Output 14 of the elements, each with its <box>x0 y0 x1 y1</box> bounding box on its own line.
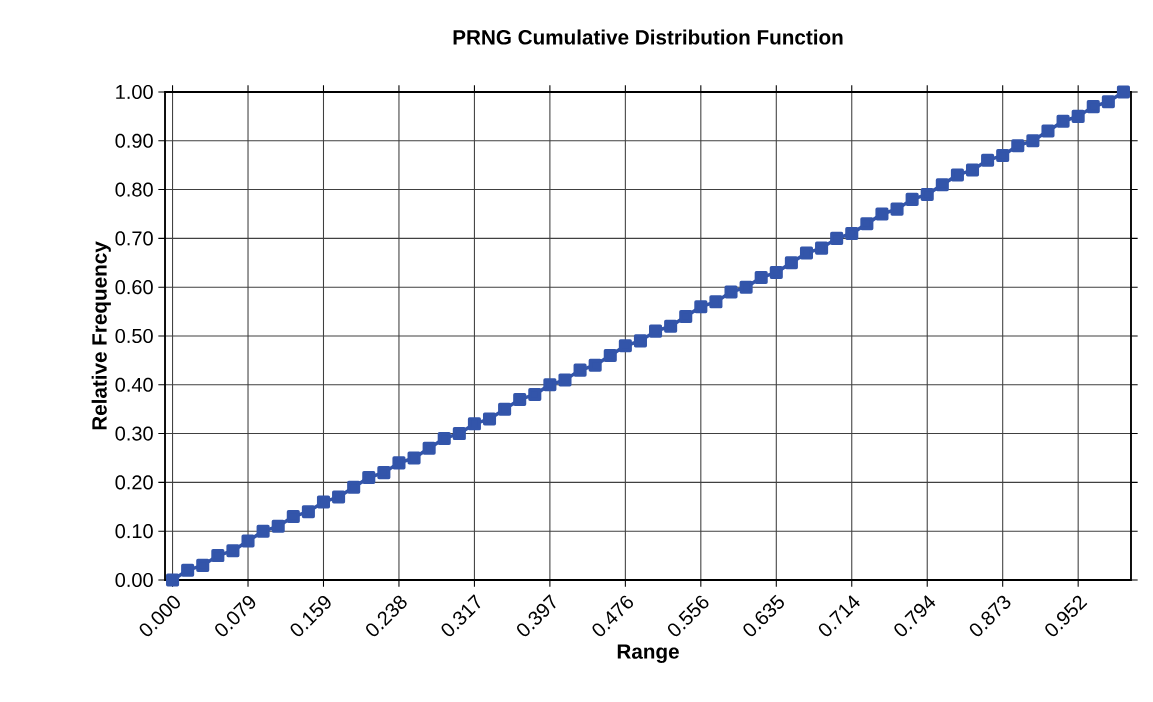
x-axis-title: Range <box>617 644 679 663</box>
y-tick-label: 0.40 <box>115 377 153 392</box>
y-tick-label: 0.70 <box>115 231 153 246</box>
y-tick-label: 0.50 <box>115 328 153 344</box>
y-axis-title: Relative Frequency <box>91 241 111 430</box>
y-tick-label: 0.60 <box>115 280 153 295</box>
y-tick-label: 0.80 <box>115 182 153 197</box>
y-tick-label: 0.00 <box>115 572 153 588</box>
chart-title: PRNG Cumulative Distribution Function <box>453 29 843 45</box>
y-tick-label: 0.30 <box>115 426 153 441</box>
y-tick-label: 1.00 <box>116 84 153 100</box>
y-tick-label: 0.90 <box>115 133 153 148</box>
y-tick-label: 0.20 <box>115 475 153 490</box>
y-tick-label: 0.10 <box>115 524 153 539</box>
